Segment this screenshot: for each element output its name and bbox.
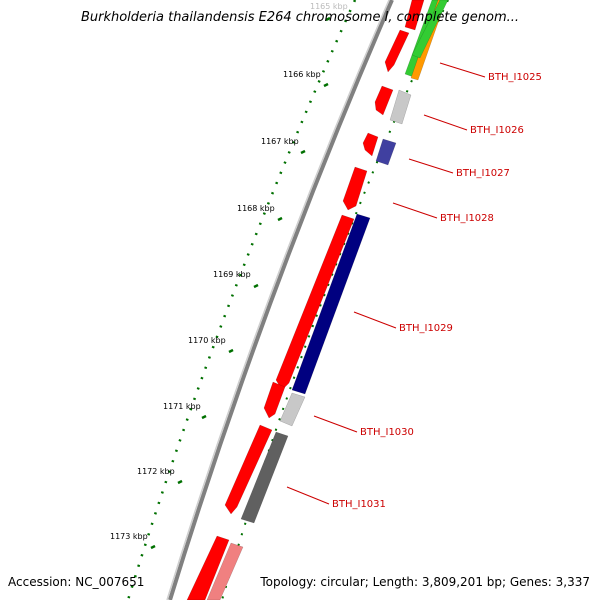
ruler-label: 1168 kbp [237,204,275,213]
forward-gene-arrow [275,214,355,391]
gene-label: BTH_I1028 [440,213,494,224]
forward-gene-arrow [362,132,379,157]
ruler-label: 1165 kbp [310,2,348,11]
ruler-tick [228,348,234,354]
cds-feature [389,89,412,125]
gene-labels: BTH_I1025 BTH_I1026 BTH_I1027 BTH_I1028 BTH_… [286,62,542,510]
gene-leader-line [408,158,454,174]
forward-gene-arrow [263,381,286,419]
ruler-label: 1170 kbp [188,336,226,345]
ruler-label: 1172 kbp [137,467,175,476]
ruler-tick [253,283,259,289]
forward-gene-arrow [342,166,368,211]
backbone-arc-highlight [166,0,390,600]
cds-feature [291,213,371,395]
ruler-label: 1171 kbp [163,402,201,411]
accession-text: Accession: NC_007651 [8,575,145,589]
gene-label: BTH_I1030 [360,427,414,438]
gene-leader-line [353,311,397,329]
backbone-arc [168,0,394,600]
ruler-tick [277,216,283,222]
forward-gene-arrow [186,535,230,600]
gene-label: BTH_I1027 [456,168,510,179]
cds-feature [279,392,306,427]
ruler-label: 1167 kbp [261,137,299,146]
ruler-label: 1169 kbp [213,270,251,279]
gene-label: BTH_I1026 [470,125,524,136]
gene-label: BTH_I1029 [399,323,453,334]
ruler-tick [323,82,329,88]
gene-leader-line [439,62,486,78]
forward-gene-arrow [224,424,273,515]
gene-label: BTH_I1031 [332,499,386,510]
gene-leader-line [313,415,358,433]
gene-leader-line [423,114,468,131]
cds-feature [240,431,289,524]
ruler-tick [325,16,331,22]
cds-feature [411,0,449,59]
map-title: Burkholderia thailandensis E264 chromoso… [80,10,520,25]
genome-summary-text: Topology: circular; Length: 3,809,201 bp… [260,575,590,589]
ruler-ticks [150,16,331,550]
ruler-tick [177,479,183,485]
gene-leader-line [392,202,438,219]
ruler-label: 1173 kbp [110,532,148,541]
forward-gene-arrow [384,29,410,73]
forward-gene-arrow [404,0,425,31]
gene-leader-line [286,486,330,505]
ruler-tick [201,414,207,420]
ruler-tick [150,544,156,550]
ruler-tick [300,149,306,155]
gene-features [186,0,449,600]
ruler-labels: 1165 kbp 1166 kbp 1167 kbp 1168 kbp 1169 kbp… [110,2,348,541]
ruler-label: 1166 kbp [283,70,321,79]
forward-gene-arrow [374,85,394,116]
gene-label: BTH_I1025 [488,72,542,83]
cds-feature [206,542,244,600]
cds-feature [375,138,397,166]
